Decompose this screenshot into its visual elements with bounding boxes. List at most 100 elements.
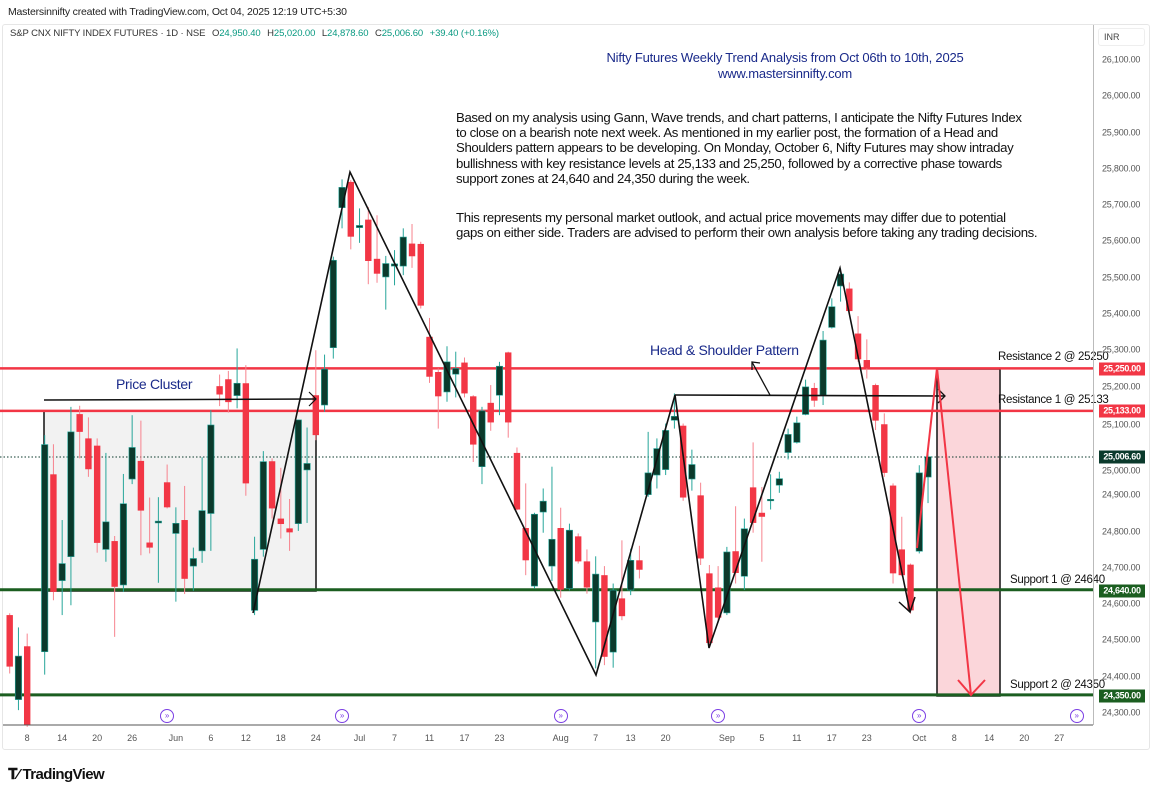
candle-body <box>373 258 381 274</box>
tradingview-logo[interactable]: 𝐓⁄ TradingView <box>8 766 105 783</box>
price-tick: 25,400.00 <box>1102 308 1141 319</box>
candle-down <box>268 458 276 519</box>
candle-up <box>259 451 267 557</box>
candle-body <box>802 386 810 415</box>
candle-up <box>128 415 136 485</box>
candle-body <box>189 558 197 567</box>
candle-body <box>14 655 22 700</box>
candle-up <box>14 627 22 711</box>
candle-body <box>452 368 460 375</box>
time-tick: 11 <box>792 733 802 743</box>
candle-body <box>154 520 162 524</box>
candle-body <box>670 415 678 421</box>
paragraph-line: support zones at 24,640 and 24,350 durin… <box>456 170 750 186</box>
cluster-arrowhead <box>308 391 317 407</box>
candle-down <box>557 507 564 598</box>
candle-body <box>365 219 372 261</box>
candle-down <box>277 467 285 539</box>
candle-body <box>907 564 914 611</box>
chart-credit: Mastersinnifty created with TradingView.… <box>8 6 347 18</box>
price-tick: 25,800.00 <box>1102 163 1141 174</box>
price-tick: 25,900.00 <box>1102 127 1141 138</box>
candle-body <box>198 510 206 552</box>
event-marker-icon[interactable]: » <box>912 709 927 723</box>
close-value: 25,006.60 <box>381 28 424 39</box>
candle-down <box>470 395 477 462</box>
event-marker-icon[interactable]: » <box>160 709 175 723</box>
candle-down <box>408 223 416 268</box>
cluster-arrow-line <box>43 398 317 401</box>
candle-up <box>329 256 337 359</box>
candle-body <box>50 474 57 592</box>
candle-body <box>819 339 827 396</box>
website-url: www.mastersinnifty.com <box>717 66 853 81</box>
candle-up <box>233 348 241 409</box>
time-tick: 14 <box>984 733 995 743</box>
time-tick: 24 <box>310 733 321 743</box>
last-price-label: 25,006.60 <box>1099 450 1145 464</box>
candle-body <box>93 445 101 543</box>
candle-body <box>898 549 905 576</box>
candle-down <box>505 351 512 438</box>
high-key: H <box>267 28 274 39</box>
price-axis[interactable] <box>1093 25 1149 725</box>
candle-body <box>775 478 783 486</box>
candle-body <box>233 382 241 396</box>
candle-up <box>321 354 329 412</box>
candle-body <box>601 575 608 657</box>
event-marker-icon[interactable]: » <box>1069 709 1084 723</box>
candle-down <box>435 368 442 429</box>
price-tick: 24,800.00 <box>1102 526 1141 537</box>
pattern-pointer-head <box>751 361 761 370</box>
candle-body <box>277 518 285 525</box>
resistance1-price-label: 25,133.00 <box>1099 404 1145 418</box>
candle-body <box>627 560 635 591</box>
event-marker-icon[interactable]: » <box>553 709 568 723</box>
candle-down <box>907 563 914 614</box>
time-tick: 5 <box>759 733 765 743</box>
event-marker-icon[interactable]: » <box>711 709 726 723</box>
candle-down <box>216 374 223 407</box>
candle-up <box>565 523 573 591</box>
candle-up <box>119 473 127 592</box>
time-tick: Oct <box>912 733 927 743</box>
candle-up <box>102 452 110 562</box>
candle-body <box>286 528 293 533</box>
candle-body <box>207 424 215 514</box>
candle-body <box>565 529 573 589</box>
candle-body <box>85 438 92 470</box>
currency-button[interactable]: INR <box>1098 28 1145 46</box>
time-tick: Sep <box>718 733 735 743</box>
candle-body <box>487 402 494 423</box>
candle-body <box>216 386 223 395</box>
close-key: C <box>374 28 382 39</box>
paragraph-line: bullishness with key resistance levels a… <box>456 155 1002 171</box>
candle-down <box>889 483 897 584</box>
candle-down <box>85 417 92 477</box>
tradingview-logo-icon: 𝐓⁄ <box>8 766 20 783</box>
candle-up <box>58 520 66 616</box>
time-tick: 6 <box>208 733 214 743</box>
candle-body <box>408 243 416 257</box>
candle-down <box>636 545 643 579</box>
candle-body <box>417 243 424 306</box>
candle-body <box>347 181 354 237</box>
candle-body <box>321 368 329 406</box>
candle-body <box>23 646 31 726</box>
candle-down <box>601 566 608 666</box>
event-marker-icon[interactable]: » <box>335 709 350 723</box>
candle-down <box>487 385 494 431</box>
candle-up <box>154 497 162 583</box>
candle-body <box>846 288 853 312</box>
candle-up <box>609 583 617 668</box>
candle-down <box>522 483 529 576</box>
candle-down <box>93 438 101 553</box>
candle-down <box>417 241 424 309</box>
candle-up <box>189 547 197 591</box>
candle-down <box>225 370 232 413</box>
candle-body <box>548 538 556 567</box>
change-value: +39.40 (+0.16%) <box>429 28 499 39</box>
candle-body <box>399 236 407 267</box>
candle-down <box>373 215 381 283</box>
